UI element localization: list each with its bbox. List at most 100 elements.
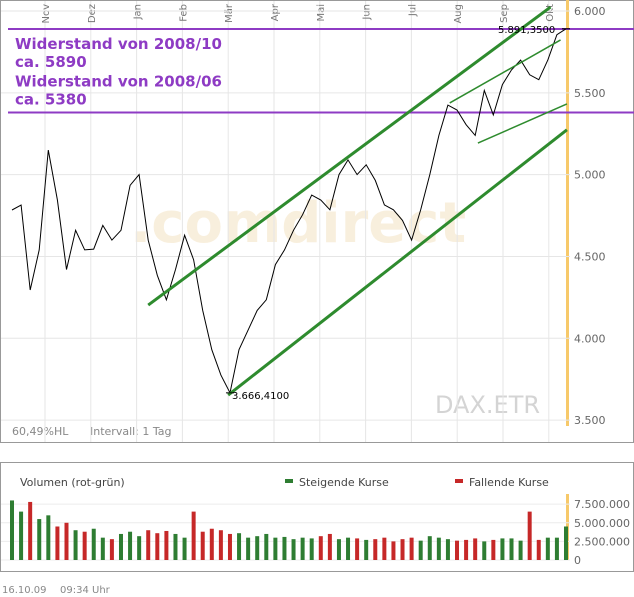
- volume-bar: [545, 537, 550, 560]
- trend-line: [227, 128, 568, 397]
- volume-bar: [400, 539, 405, 560]
- volume-bar: [336, 539, 341, 560]
- volume-bar: [473, 538, 478, 560]
- x-tick-label: Jun: [362, 4, 373, 21]
- price-line: [11, 28, 567, 395]
- point-label: 3.666,4100: [232, 391, 289, 402]
- trend-line: [449, 39, 561, 104]
- y-tick-label: 0: [574, 554, 581, 567]
- volume-bar: [327, 533, 332, 560]
- legend-swatch: [285, 479, 293, 483]
- y-tick-label: 2.500.000: [574, 535, 630, 548]
- watermark: .comdirect: [130, 191, 466, 256]
- footer-left: Intervall: 1 Tag: [90, 425, 172, 438]
- volume-bar: [55, 526, 60, 560]
- volume-bar: [509, 538, 514, 560]
- volume-bar: [500, 538, 505, 560]
- volume-bar: [218, 530, 223, 560]
- volume-bar: [464, 539, 469, 560]
- volume-bar: [527, 511, 532, 560]
- volume-bar: [100, 537, 105, 560]
- volume-bar: [246, 537, 251, 560]
- x-tick-label: Nov: [41, 4, 52, 24]
- volume-bar: [164, 530, 169, 560]
- y-tick-label: 5.500: [574, 87, 606, 100]
- volume-bar: [255, 536, 260, 560]
- volume-bar: [445, 539, 450, 560]
- trend-line: [477, 103, 568, 144]
- volume-bar: [309, 538, 314, 560]
- resistance-label: Widerstand von 2008/06: [15, 72, 222, 90]
- legend-label: Steigende Kurse: [299, 476, 389, 489]
- volume-bar: [137, 536, 142, 560]
- volume-bar: [391, 541, 396, 560]
- volume-bar: [37, 519, 42, 560]
- resistance-sublabel: ca. 5890: [15, 53, 87, 71]
- volume-bar: [191, 511, 196, 560]
- volume-bar: [46, 515, 51, 560]
- x-tick-label: Feb: [178, 4, 189, 22]
- volume-bar: [209, 528, 214, 560]
- volume-bar: [155, 533, 160, 560]
- x-tick-label: Aug: [453, 4, 464, 24]
- footer-left: 60,49%HL: [12, 425, 69, 438]
- resistance-label: Widerstand von 2008/10: [15, 35, 222, 53]
- volume-title: Volumen (rot-grün): [20, 476, 125, 489]
- price-panel: [0, 0, 634, 443]
- y-tick-label: 6.000: [574, 5, 606, 18]
- volume-bar: [73, 530, 78, 560]
- x-tick-label: Jan: [133, 4, 144, 20]
- volume-bar: [128, 531, 133, 560]
- volume-bar: [273, 537, 278, 560]
- volume-bar: [82, 531, 87, 560]
- current-day-marker: [566, 0, 569, 426]
- volume-bar: [19, 511, 24, 560]
- volume-bar: [64, 522, 69, 560]
- resistance-sublabel: ca. 5380: [15, 90, 87, 108]
- volume-bar: [173, 533, 178, 560]
- point-label: 5.891,3500: [498, 25, 555, 36]
- legend-label: Fallende Kurse: [469, 476, 549, 489]
- volume-bar: [146, 530, 151, 560]
- volume-bar: [518, 540, 523, 560]
- volume-bar: [318, 536, 323, 560]
- trend-line: [147, 5, 552, 307]
- volume-bar: [455, 540, 460, 560]
- x-tick-label: Okt: [545, 4, 556, 22]
- x-tick-label: Sep: [499, 4, 510, 23]
- volume-bar: [364, 539, 369, 560]
- volume-bar: [91, 528, 96, 560]
- y-tick-label: 5.000.000: [574, 517, 630, 530]
- x-tick-label: Mai: [316, 4, 327, 22]
- symbol: DAX.ETR: [435, 391, 540, 419]
- volume-bar: [28, 501, 33, 560]
- volume-bar: [382, 537, 387, 560]
- volume-bar: [536, 539, 541, 560]
- volume-bar: [373, 539, 378, 560]
- volume-bar: [264, 533, 269, 560]
- volume-bar: [564, 526, 568, 560]
- x-tick-label: Mär: [224, 3, 235, 23]
- volume-bar: [436, 537, 441, 560]
- y-tick-label: 7.500.000: [574, 498, 630, 511]
- volume-bar: [427, 536, 432, 560]
- volume-bar: [291, 539, 296, 560]
- volume-bar: [118, 533, 123, 560]
- volume-bar: [282, 536, 287, 560]
- volume-bar: [482, 541, 487, 560]
- footer-time: 09:34 Uhr: [60, 585, 111, 596]
- volume-bar: [182, 537, 187, 560]
- volume-bar: [109, 539, 114, 560]
- volume-bar: [409, 537, 414, 560]
- volume-bar: [355, 538, 360, 560]
- volume-bar: [300, 537, 305, 560]
- volume-bar: [10, 500, 14, 560]
- footer-date: 16.10.09: [2, 585, 47, 596]
- x-tick-label: Apr: [270, 3, 281, 21]
- y-tick-label: 5.000: [574, 169, 606, 182]
- y-tick-label: 3.500: [574, 414, 606, 427]
- volume-bar: [200, 531, 205, 560]
- y-tick-label: 4.000: [574, 332, 606, 345]
- volume-bar: [418, 540, 423, 560]
